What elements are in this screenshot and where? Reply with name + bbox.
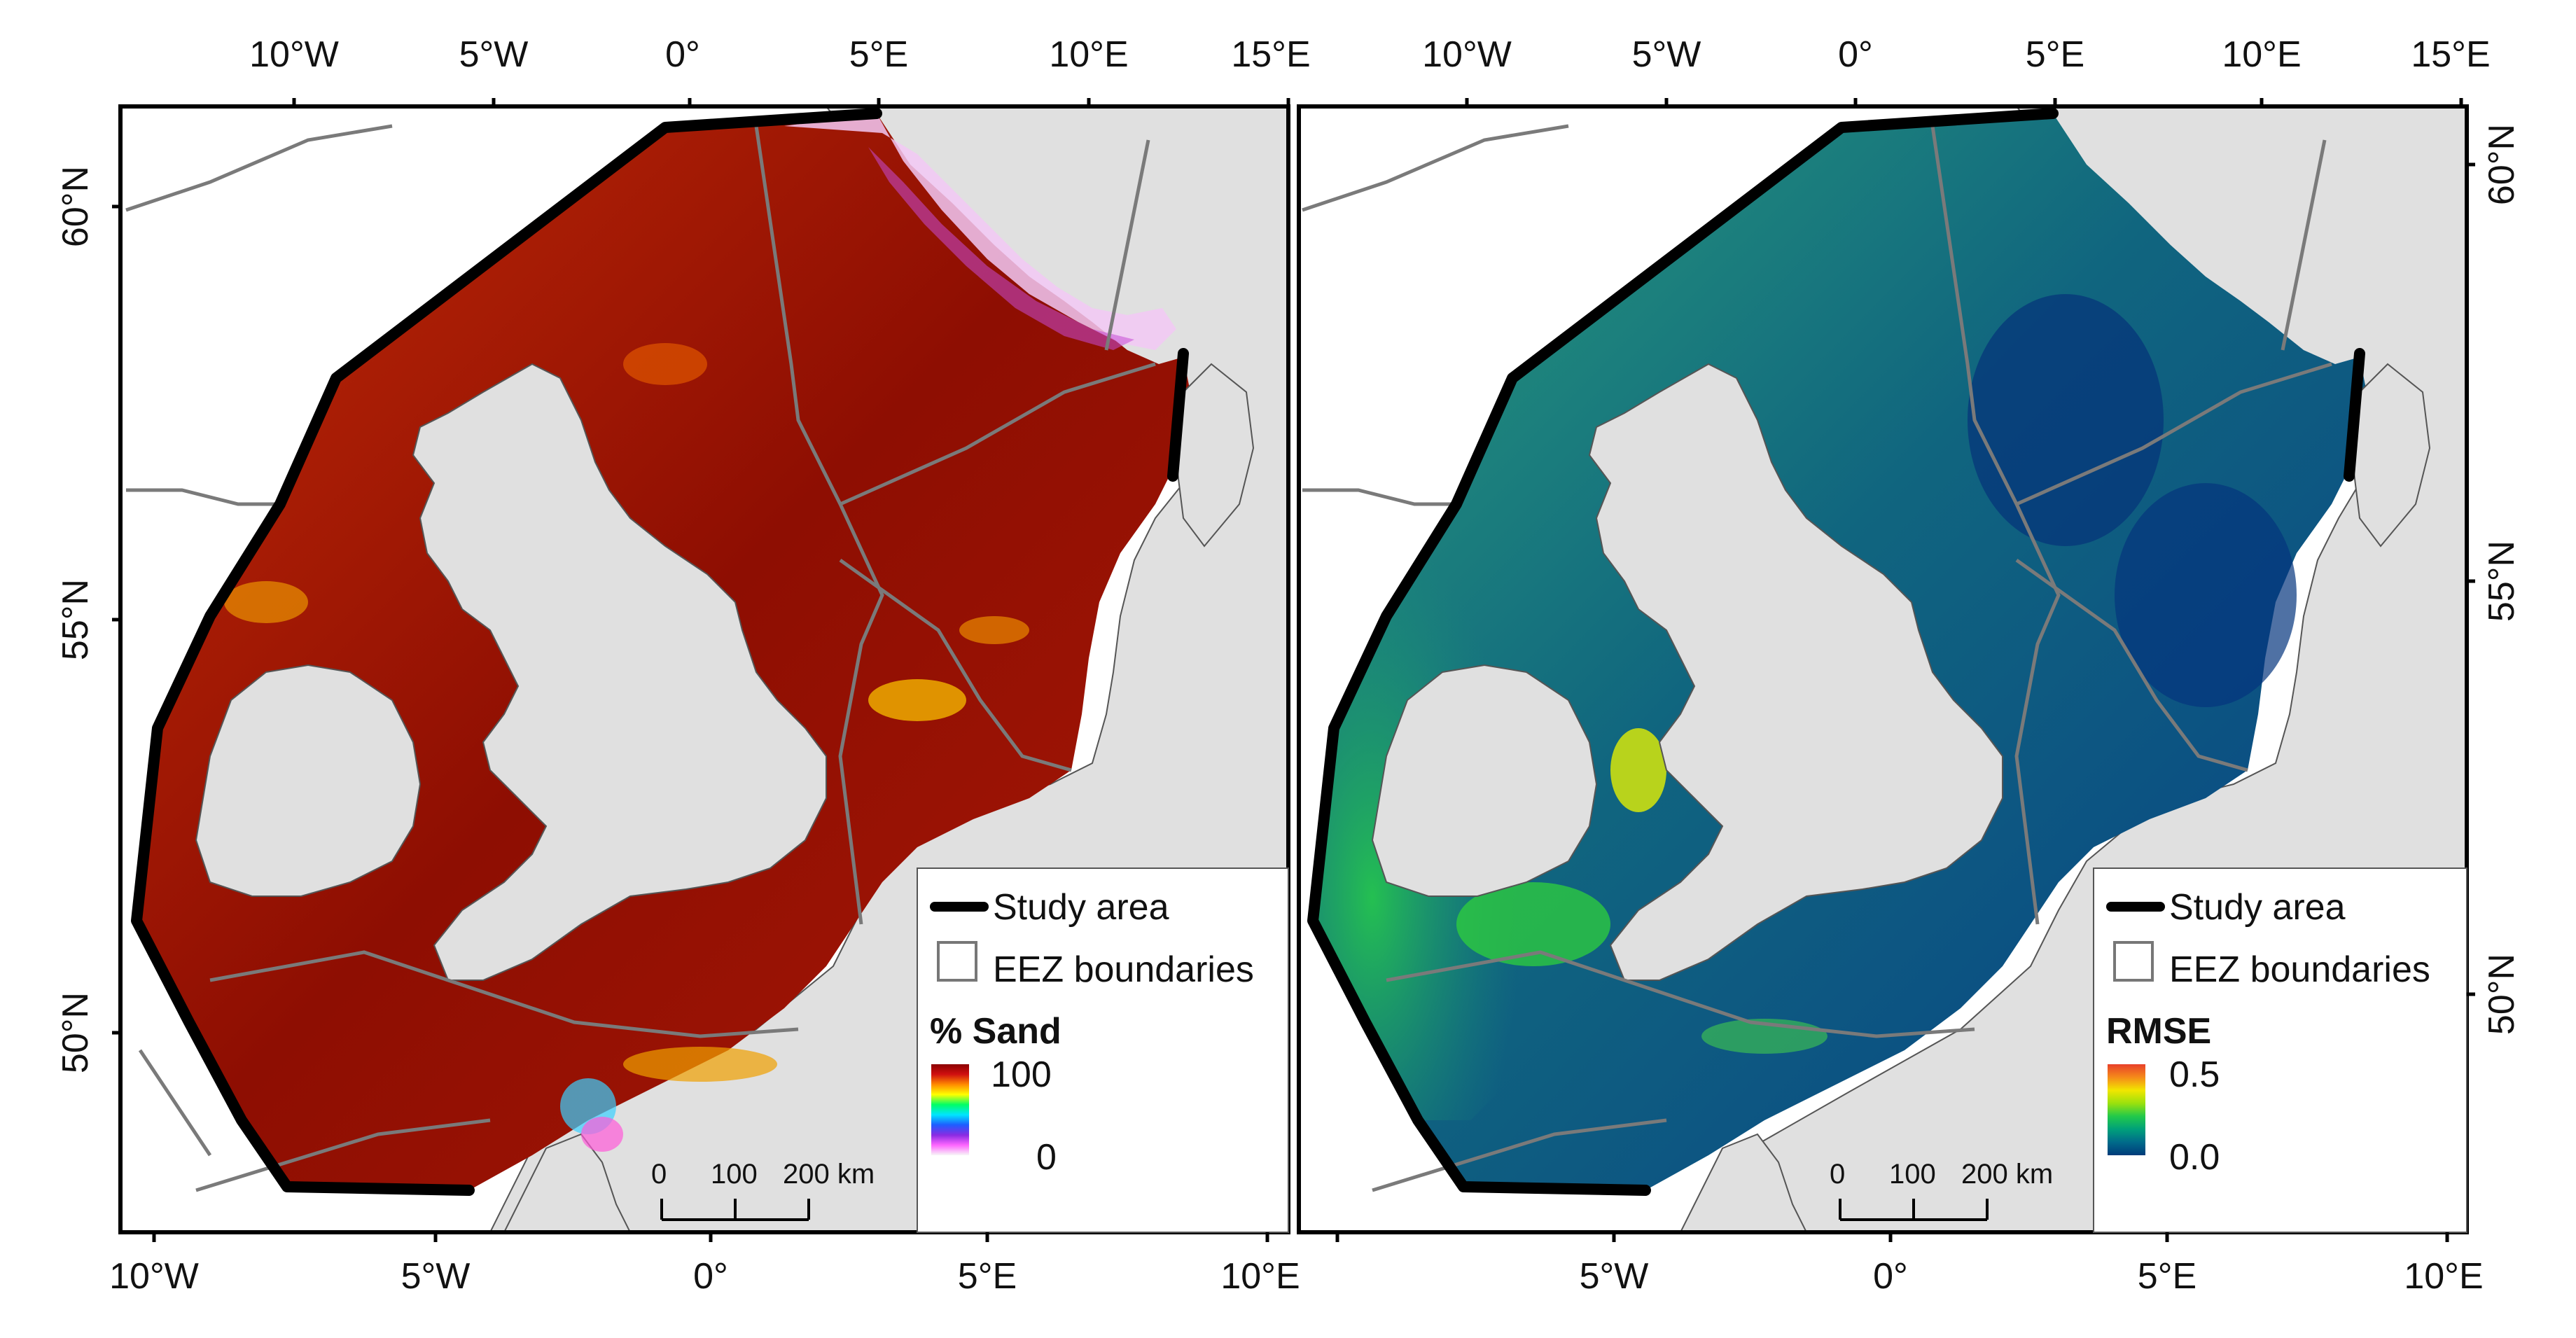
ireland bbox=[1371, 664, 1598, 897]
legend-max-label: 100 bbox=[991, 1054, 1052, 1095]
low-sand-patch bbox=[581, 1117, 623, 1152]
scale-label: 200 km bbox=[1961, 1159, 2053, 1190]
legend-study-label: Study area bbox=[2169, 887, 2346, 928]
top-lon-label: 15°E bbox=[1231, 34, 1310, 75]
eez-boundaries bbox=[1302, 124, 2332, 1192]
bottom-lon-label: 5°W bbox=[1580, 1256, 1649, 1297]
scale-label: 100 bbox=[1889, 1159, 1936, 1190]
legend-color-ramp bbox=[2108, 1064, 2145, 1155]
top-lon-label: 0° bbox=[1838, 34, 1873, 75]
bottom-lon-label: 5°E bbox=[2138, 1256, 2196, 1297]
great-britain bbox=[412, 363, 827, 981]
top-lon-label: 5°E bbox=[2026, 34, 2084, 75]
legend-box bbox=[2093, 867, 2467, 1233]
legend-min-label: 0 bbox=[1036, 1137, 1057, 1178]
bottom-lon-label: 5°W bbox=[401, 1256, 471, 1297]
legend-title: % Sand bbox=[930, 1011, 1061, 1052]
sandbank-patch bbox=[224, 581, 308, 623]
lat-label: 60°N bbox=[55, 166, 96, 247]
map-frame bbox=[1297, 104, 2469, 1234]
lat-label: 55°N bbox=[2481, 541, 2522, 622]
sandbank-patch bbox=[959, 616, 1029, 644]
rmse-low-patch bbox=[1968, 294, 2164, 546]
legend-study-label: Study area bbox=[993, 887, 1169, 928]
legend-eez-swatch bbox=[2113, 941, 2154, 982]
bottom-lon-label: 10°E bbox=[2404, 1256, 2483, 1297]
lat-label: 50°N bbox=[2481, 954, 2522, 1035]
scale-bar: 0 100 200 km bbox=[651, 1159, 875, 1221]
study-area-outline bbox=[131, 108, 882, 1196]
lat-label: 50°N bbox=[55, 992, 96, 1073]
rmse-map-panel: Study area EEZ boundaries RMSE 0.5 0.0 0… bbox=[1297, 34, 2522, 1297]
bottom-lon-label: 10°W bbox=[109, 1256, 199, 1297]
scale-label: 0 bbox=[1830, 1159, 1845, 1190]
sandbank-patch bbox=[623, 1047, 777, 1082]
eez-boundaries bbox=[125, 124, 1156, 1192]
legend-eez-label: EEZ boundaries bbox=[2169, 949, 2430, 990]
bottom-lon-label: 0° bbox=[1873, 1256, 1908, 1297]
scale-label: 100 bbox=[711, 1159, 758, 1190]
legend-eez-label: EEZ boundaries bbox=[993, 949, 1254, 990]
rmse-low-patch bbox=[2115, 483, 2297, 707]
ireland bbox=[195, 664, 422, 897]
legend-max-label: 0.5 bbox=[2169, 1054, 2220, 1095]
top-lon-label: 10°W bbox=[1422, 34, 1512, 75]
top-lon-label: 10°E bbox=[1049, 34, 1128, 75]
sandbank-patch bbox=[623, 343, 707, 385]
norway-nearshore-low-sand bbox=[784, 113, 1176, 350]
rmse-high-patch bbox=[1610, 728, 1666, 812]
top-lon-label: 0° bbox=[665, 34, 700, 75]
scale-bar: 0 100 200 km bbox=[1830, 1159, 2053, 1221]
legend-title: RMSE bbox=[2106, 1011, 2211, 1052]
sandbank-patch bbox=[868, 679, 966, 721]
legend-min-label: 0.0 bbox=[2169, 1137, 2220, 1178]
top-lon-label: 15°E bbox=[2411, 34, 2490, 75]
bottom-lon-label: 0° bbox=[693, 1256, 728, 1297]
rmse-high-patch bbox=[1456, 882, 1610, 966]
legend-eez-swatch bbox=[937, 941, 977, 982]
scale-label: 0 bbox=[651, 1159, 667, 1190]
bottom-lon-label: 10°E bbox=[1220, 1256, 1300, 1297]
sand-map-panel: Study area EEZ boundaries % Sand 100 0 0… bbox=[55, 34, 1311, 1297]
top-lon-label: 5°E bbox=[849, 34, 908, 75]
scale-label: 200 km bbox=[783, 1159, 875, 1190]
legend-box bbox=[917, 867, 1289, 1233]
top-lon-label: 5°W bbox=[459, 34, 529, 75]
top-lon-label: 10°W bbox=[249, 34, 339, 75]
brittany bbox=[503, 1133, 632, 1232]
denmark bbox=[2351, 363, 2431, 548]
lat-label: 55°N bbox=[55, 579, 96, 660]
legend-color-ramp bbox=[931, 1064, 969, 1155]
top-lon-label: 10°E bbox=[2222, 34, 2301, 75]
denmark bbox=[1175, 363, 1255, 548]
study-area-outline bbox=[1167, 348, 1189, 482]
study-area-outline bbox=[2344, 348, 2365, 482]
top-lon-label: 5°W bbox=[1632, 34, 1701, 75]
bottom-lon-label: 5°E bbox=[958, 1256, 1017, 1297]
axis-ticks bbox=[112, 98, 1290, 1242]
great-britain bbox=[1588, 363, 2003, 981]
axis-ticks bbox=[1335, 98, 2475, 1242]
lat-label: 60°N bbox=[2481, 124, 2522, 205]
study-area-outline bbox=[1307, 108, 2059, 1196]
brittany bbox=[1679, 1133, 1808, 1232]
map-frame bbox=[118, 104, 1290, 1234]
